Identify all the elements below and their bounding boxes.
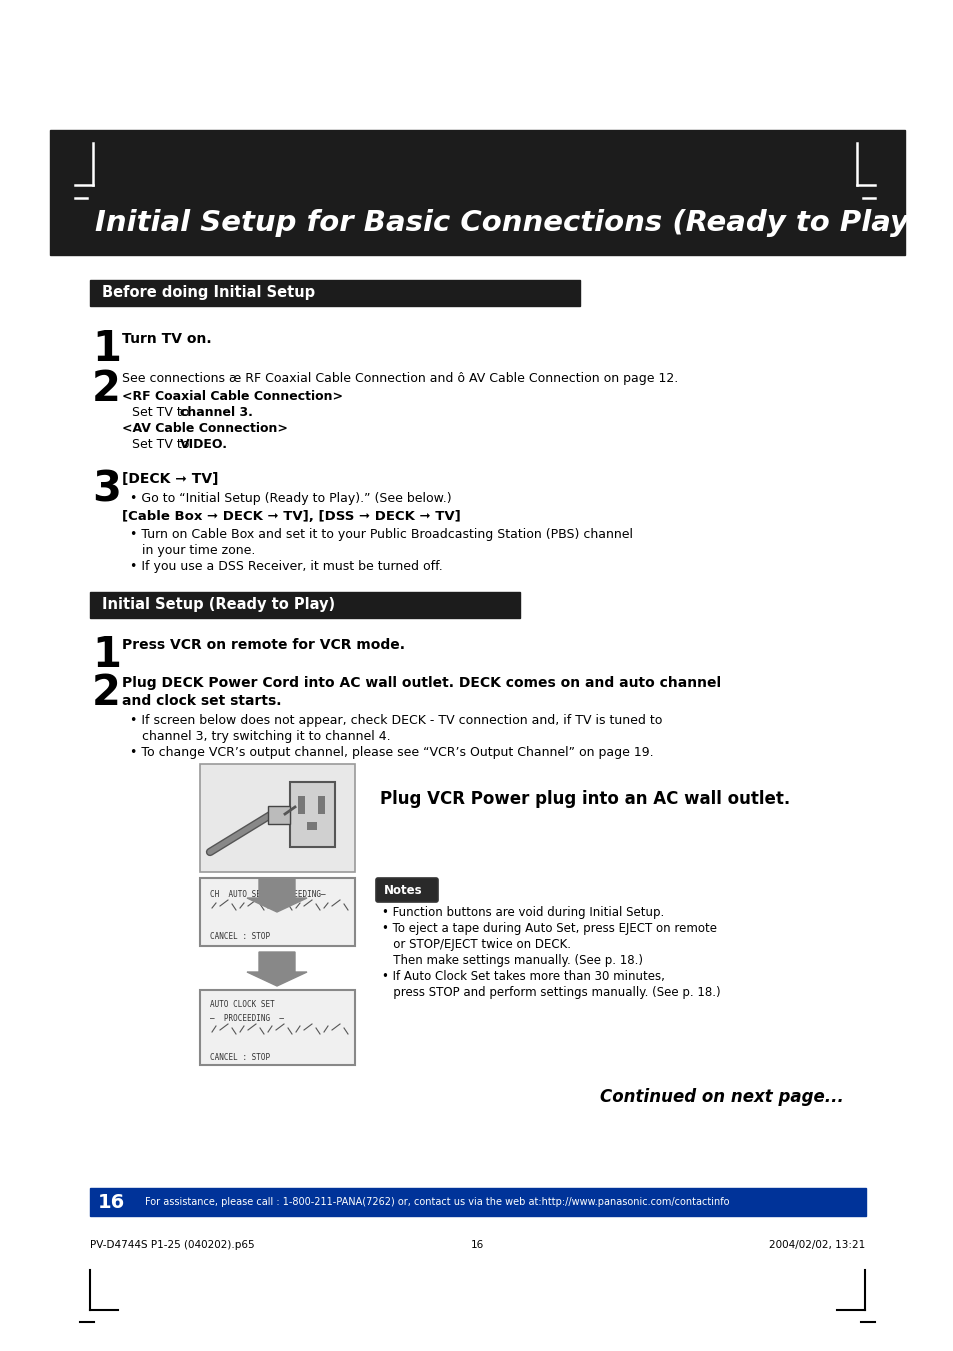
Text: Press VCR on remote for VCR mode.: Press VCR on remote for VCR mode. [122, 638, 405, 653]
Bar [297, 796, 305, 815]
Text: 3: 3 [91, 467, 121, 509]
Text: in your time zone.: in your time zone. [142, 544, 255, 557]
Text: Set TV to: Set TV to [132, 438, 193, 451]
FancyBboxPatch shape [375, 878, 437, 902]
Text: Initial Setup for Basic Connections (Ready to Play): Initial Setup for Basic Connections (Rea… [95, 209, 922, 236]
Text: 2: 2 [91, 671, 121, 713]
Text: Set TV to: Set TV to [132, 407, 193, 419]
Text: • To eject a tape during Auto Set, press EJECT on remote: • To eject a tape during Auto Set, press… [381, 921, 717, 935]
Text: channel 3, try switching it to channel 4.: channel 3, try switching it to channel 4… [142, 730, 390, 743]
Bar [290, 782, 335, 847]
Text: • If screen below does not appear, check DECK - TV connection and, if TV is tune: • If screen below does not appear, check… [130, 713, 661, 727]
Text: Notes: Notes [384, 884, 422, 897]
Text: <RF Coaxial Cable Connection>: <RF Coaxial Cable Connection> [122, 390, 343, 403]
Bar [200, 765, 355, 871]
Text: • Turn on Cable Box and set it to your Public Broadcasting Station (PBS) channel: • Turn on Cable Box and set it to your P… [130, 528, 633, 540]
Bar [307, 821, 316, 830]
Text: or STOP/EJECT twice on DECK.: or STOP/EJECT twice on DECK. [381, 938, 571, 951]
Bar [90, 280, 579, 305]
Bar [90, 1188, 865, 1216]
Text: [DECK ➞ TV]: [DECK ➞ TV] [122, 471, 218, 486]
Bar [317, 796, 325, 815]
Text: CANCEL : STOP: CANCEL : STOP [210, 932, 270, 942]
Polygon shape [247, 878, 307, 912]
Text: Plug DECK Power Cord into AC wall outlet. DECK comes on and auto channel: Plug DECK Power Cord into AC wall outlet… [122, 676, 720, 690]
Bar [200, 990, 355, 1065]
Text: and clock set starts.: and clock set starts. [122, 694, 281, 708]
Text: For assistance, please call : 1-800-211-PANA(7262) or, contact us via the web at: For assistance, please call : 1-800-211-… [145, 1197, 729, 1206]
Text: • Function buttons are void during Initial Setup.: • Function buttons are void during Initi… [381, 907, 663, 919]
Bar [200, 878, 355, 946]
Text: CANCEL : STOP: CANCEL : STOP [210, 1052, 270, 1062]
Text: AUTO CLOCK SET: AUTO CLOCK SET [210, 1000, 274, 1009]
Text: Before doing Initial Setup: Before doing Initial Setup [102, 285, 314, 300]
Text: VIDEO.: VIDEO. [180, 438, 228, 451]
Text: press STOP and perform settings manually. (See p. 18.): press STOP and perform settings manually… [381, 986, 720, 998]
Text: • Go to “Initial Setup (Ready to Play).” (See below.): • Go to “Initial Setup (Ready to Play).”… [130, 492, 451, 505]
Text: • If you use a DSS Receiver, it must be turned off.: • If you use a DSS Receiver, it must be … [130, 561, 442, 573]
Text: –  PROCEEDING  –: – PROCEEDING – [210, 1015, 284, 1023]
Text: See connections æ RF Coaxial Cable Connection and ô AV Cable Connection on page : See connections æ RF Coaxial Cable Conne… [122, 372, 678, 385]
Text: [Cable Box ➞ DECK ➞ TV], [DSS ➞ DECK ➞ TV]: [Cable Box ➞ DECK ➞ TV], [DSS ➞ DECK ➞ T… [122, 509, 460, 523]
Text: 16: 16 [98, 1193, 125, 1212]
Text: Initial Setup (Ready to Play): Initial Setup (Ready to Play) [102, 597, 335, 612]
Text: <AV Cable Connection>: <AV Cable Connection> [122, 422, 288, 435]
Text: 2004/02/02, 13:21: 2004/02/02, 13:21 [768, 1240, 864, 1250]
Polygon shape [247, 952, 307, 986]
Bar [268, 807, 290, 824]
Text: Plug VCR Power plug into an AC wall outlet.: Plug VCR Power plug into an AC wall outl… [379, 790, 789, 808]
Text: Turn TV on.: Turn TV on. [122, 332, 212, 346]
Text: • To change VCR’s output channel, please see “VCR’s Output Channel” on page 19.: • To change VCR’s output channel, please… [130, 746, 653, 759]
Text: • If Auto Clock Set takes more than 30 minutes,: • If Auto Clock Set takes more than 30 m… [381, 970, 664, 984]
Bar [90, 592, 519, 617]
Bar [50, 130, 904, 255]
Text: channel 3.: channel 3. [180, 407, 253, 419]
Text: Continued on next page...: Continued on next page... [599, 1088, 843, 1106]
Text: 1: 1 [91, 328, 121, 370]
Text: 2: 2 [91, 367, 121, 409]
Text: CH  AUTO SET  PROCEEDING–: CH AUTO SET PROCEEDING– [210, 890, 325, 898]
Text: 16: 16 [470, 1240, 483, 1250]
Text: Then make settings manually. (See p. 18.): Then make settings manually. (See p. 18.… [381, 954, 642, 967]
Text: PV-D4744S P1-25 (040202).p65: PV-D4744S P1-25 (040202).p65 [90, 1240, 254, 1250]
Text: 1: 1 [91, 634, 121, 676]
